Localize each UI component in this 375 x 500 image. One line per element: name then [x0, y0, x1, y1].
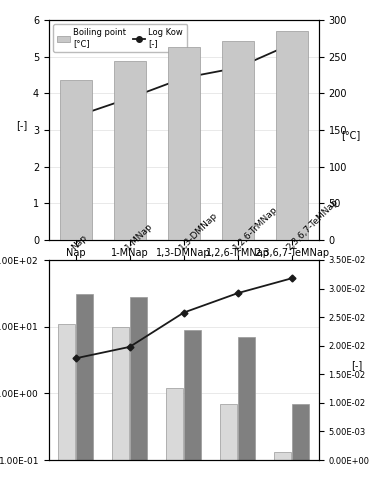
Bar: [276, 31, 308, 240]
Bar: [76, 294, 93, 500]
Y-axis label: [-]: [-]: [16, 120, 27, 130]
Bar: [112, 326, 129, 500]
Bar: [166, 388, 183, 500]
Y-axis label: [°C]: [°C]: [342, 130, 361, 140]
Bar: [114, 61, 146, 240]
Y-axis label: [-]: [-]: [351, 360, 362, 370]
Bar: [184, 330, 201, 500]
Bar: [292, 404, 309, 500]
Bar: [168, 47, 200, 240]
Bar: [238, 337, 255, 500]
Bar: [58, 324, 75, 500]
Bar: [222, 40, 254, 240]
Bar: [130, 297, 147, 500]
Bar: [220, 404, 237, 500]
Bar: [274, 452, 291, 500]
Legend: Boiling point
[°C], Log Kow
[-]: Boiling point [°C], Log Kow [-]: [53, 24, 188, 52]
Bar: [60, 80, 92, 240]
